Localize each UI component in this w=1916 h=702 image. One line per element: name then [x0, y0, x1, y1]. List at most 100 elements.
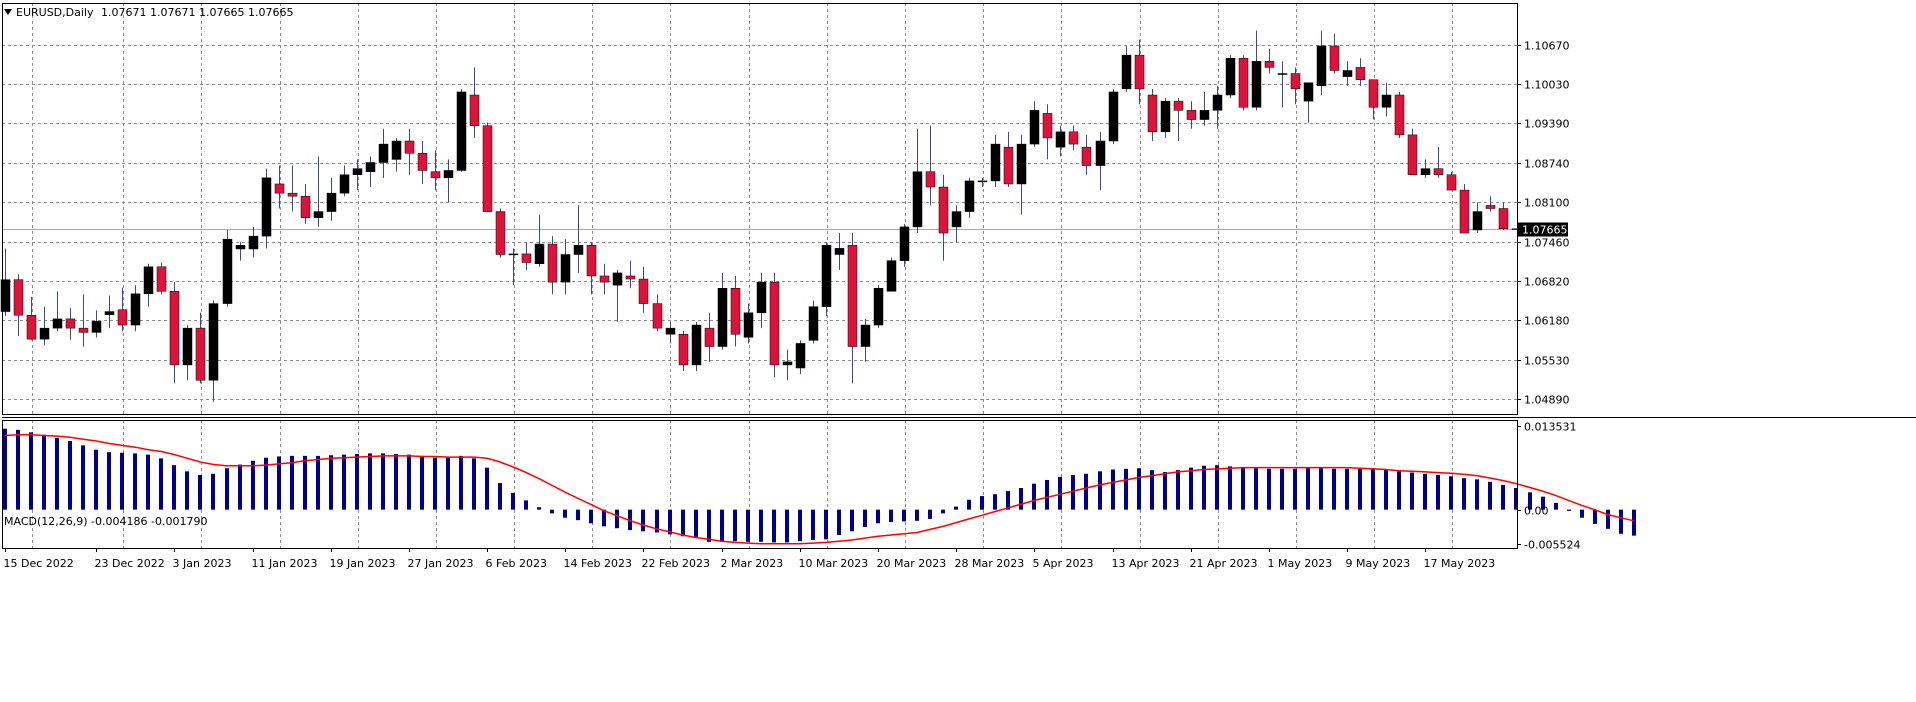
- candle[interactable]: [612, 269, 623, 322]
- candle[interactable]: [1472, 202, 1483, 234]
- candle[interactable]: [665, 321, 676, 344]
- candle[interactable]: [1329, 33, 1340, 74]
- candle[interactable]: [795, 340, 806, 375]
- candle[interactable]: [91, 310, 102, 338]
- candle[interactable]: [156, 262, 167, 295]
- candle[interactable]: [417, 141, 428, 184]
- candle[interactable]: [1186, 101, 1197, 129]
- candle[interactable]: [117, 287, 128, 332]
- candle[interactable]: [39, 306, 50, 346]
- candle[interactable]: [261, 168, 272, 249]
- candle[interactable]: [678, 331, 689, 372]
- candle[interactable]: [769, 272, 780, 378]
- candle[interactable]: [1238, 55, 1249, 111]
- candle[interactable]: [208, 300, 219, 402]
- candle[interactable]: [717, 272, 728, 350]
- candle[interactable]: [469, 67, 480, 138]
- candle[interactable]: [1147, 88, 1158, 142]
- candle[interactable]: [235, 242, 246, 261]
- candle[interactable]: [430, 150, 441, 191]
- candle[interactable]: [104, 295, 115, 329]
- candle[interactable]: [1264, 49, 1275, 74]
- candle[interactable]: [743, 303, 754, 344]
- candle[interactable]: [1003, 131, 1014, 188]
- candle[interactable]: [1081, 134, 1092, 175]
- candle[interactable]: [977, 177, 988, 188]
- candle[interactable]: [834, 233, 845, 270]
- candle[interactable]: [365, 156, 376, 188]
- candle[interactable]: [847, 233, 858, 384]
- candle[interactable]: [195, 312, 206, 384]
- candle[interactable]: [456, 88, 467, 172]
- candle[interactable]: [638, 266, 649, 313]
- candle[interactable]: [938, 174, 949, 261]
- candle[interactable]: [782, 349, 793, 381]
- candle[interactable]: [899, 223, 910, 267]
- candle[interactable]: [1134, 39, 1145, 105]
- candle[interactable]: [1420, 159, 1431, 178]
- candle[interactable]: [1108, 88, 1119, 145]
- candle[interactable]: [1042, 104, 1053, 160]
- candle[interactable]: [1342, 61, 1353, 86]
- candle[interactable]: [1251, 30, 1262, 111]
- candle[interactable]: [1225, 55, 1236, 99]
- candle[interactable]: [1368, 79, 1379, 120]
- candle[interactable]: [287, 165, 298, 212]
- candle[interactable]: [821, 242, 832, 316]
- candle[interactable]: [482, 122, 493, 212]
- candle[interactable]: [182, 325, 193, 381]
- candle[interactable]: [78, 294, 89, 347]
- candle[interactable]: [1498, 202, 1509, 230]
- candle[interactable]: [756, 272, 767, 329]
- candle[interactable]: [1199, 91, 1210, 126]
- candle[interactable]: [1355, 58, 1366, 86]
- candle[interactable]: [169, 282, 180, 384]
- candle[interactable]: [1485, 196, 1496, 212]
- candle[interactable]: [860, 318, 871, 362]
- candle[interactable]: [1121, 45, 1132, 92]
- candle[interactable]: [730, 275, 741, 347]
- candle[interactable]: [1446, 171, 1457, 191]
- candle[interactable]: [560, 239, 571, 295]
- candle[interactable]: [404, 128, 415, 175]
- candle[interactable]: [1160, 98, 1171, 138]
- candle[interactable]: [704, 312, 715, 362]
- candle[interactable]: [248, 226, 259, 258]
- candle[interactable]: [378, 128, 389, 178]
- candle[interactable]: [339, 165, 350, 197]
- candle[interactable]: [990, 134, 1001, 188]
- candle[interactable]: [130, 285, 141, 332]
- candle[interactable]: [925, 125, 936, 206]
- candle[interactable]: [586, 242, 597, 295]
- candle[interactable]: [1173, 98, 1184, 142]
- candle[interactable]: [13, 274, 24, 337]
- candle[interactable]: [1316, 30, 1327, 96]
- candle[interactable]: [1055, 125, 1066, 157]
- candle[interactable]: [1303, 82, 1314, 123]
- candle[interactable]: [326, 177, 337, 221]
- candle[interactable]: [1459, 183, 1470, 234]
- macd-signal-series[interactable]: [4, 434, 1634, 545]
- candle[interactable]: [313, 156, 324, 227]
- candle[interactable]: [912, 128, 923, 234]
- candle[interactable]: [1277, 61, 1288, 108]
- candle[interactable]: [873, 285, 884, 329]
- candle[interactable]: [573, 205, 584, 273]
- candle[interactable]: [300, 183, 311, 224]
- menu-triangle-icon[interactable]: [4, 9, 12, 15]
- candle[interactable]: [521, 242, 532, 270]
- candle[interactable]: [886, 257, 897, 292]
- candle[interactable]: [625, 260, 636, 289]
- candle[interactable]: [964, 177, 975, 218]
- candle[interactable]: [352, 159, 363, 191]
- candle[interactable]: [1095, 131, 1106, 191]
- candle[interactable]: [0, 248, 11, 316]
- candle[interactable]: [1433, 147, 1444, 178]
- candle[interactable]: [26, 296, 37, 340]
- candle[interactable]: [65, 307, 76, 340]
- candle[interactable]: [1016, 134, 1027, 215]
- candle[interactable]: [52, 291, 63, 332]
- candle[interactable]: [1290, 67, 1301, 105]
- candle[interactable]: [274, 165, 285, 209]
